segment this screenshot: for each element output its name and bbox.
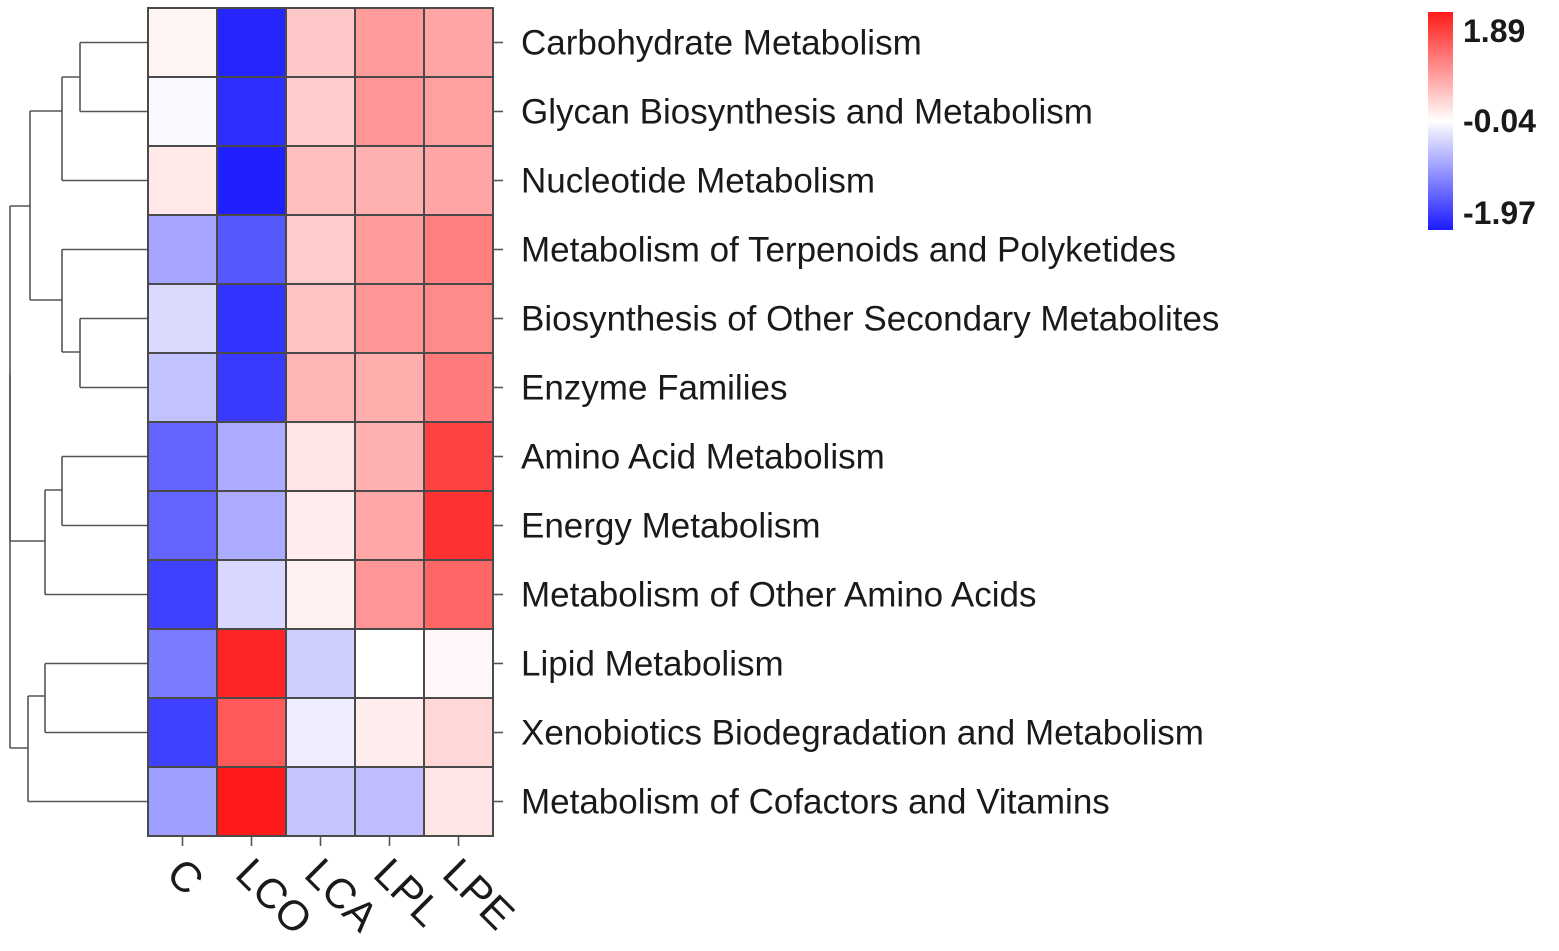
color-scale-legend: 1.89 -0.04 -1.97	[1428, 12, 1536, 231]
row-label: Glycan Biosynthesis and Metabolism	[521, 93, 1093, 132]
heatmap-cell	[285, 697, 356, 768]
heatmap-cell	[147, 628, 218, 699]
heatmap-cell	[147, 697, 218, 768]
column-label: LPL	[365, 849, 451, 935]
heatmap-cell	[354, 352, 425, 423]
heatmap-cell	[423, 766, 494, 837]
heatmap-cell	[354, 697, 425, 768]
heatmap-cell	[147, 490, 218, 561]
heatmap-cell	[354, 214, 425, 285]
heatmap-cell	[216, 766, 287, 837]
heatmap-cell	[285, 145, 356, 216]
heatmap-cell	[354, 283, 425, 354]
heatmap-cell	[216, 283, 287, 354]
heatmap-cell	[354, 766, 425, 837]
heatmap-cell	[354, 628, 425, 699]
heatmap-cell	[423, 421, 494, 492]
row-label: Carbohydrate Metabolism	[521, 24, 922, 63]
column-label: LCA	[296, 849, 387, 940]
heatmap-cell	[285, 283, 356, 354]
heatmap-cell	[354, 421, 425, 492]
heatmap-cell	[354, 490, 425, 561]
heatmap-cell	[354, 76, 425, 147]
row-label: Metabolism of Other Amino Acids	[521, 576, 1037, 615]
row-label: Xenobiotics Biodegradation and Metabolis…	[521, 714, 1204, 753]
heatmap-cell	[216, 7, 287, 78]
row-label: Nucleotide Metabolism	[521, 162, 875, 201]
heatmap-cell	[216, 421, 287, 492]
row-label: Lipid Metabolism	[521, 645, 784, 684]
heatmap-cell	[147, 421, 218, 492]
heatmap-cell	[423, 559, 494, 630]
heatmap-cell	[147, 76, 218, 147]
heatmap-cell	[216, 76, 287, 147]
heatmap-cell	[423, 697, 494, 768]
heatmap-cell	[285, 490, 356, 561]
heatmap-cell	[285, 766, 356, 837]
row-labels: Carbohydrate Metabolism Glycan Biosynthes…	[521, 24, 1219, 822]
row-label: Amino Acid Metabolism	[521, 438, 885, 477]
column-label: LCO	[227, 849, 321, 943]
heatmap-cell	[285, 7, 356, 78]
row-dendrogram	[9, 41, 148, 803]
column-label: C	[158, 849, 213, 904]
heatmap-cell	[147, 145, 218, 216]
column-label: LPE	[434, 849, 523, 938]
heatmap-cell	[423, 7, 494, 78]
heatmap-cell	[216, 145, 287, 216]
heatmap-cell	[423, 490, 494, 561]
heatmap-cell	[147, 352, 218, 423]
heatmap-cell	[354, 559, 425, 630]
heatmap-cell	[285, 421, 356, 492]
heatmap-cell	[216, 352, 287, 423]
heatmap-cell	[285, 214, 356, 285]
row-label: Metabolism of Cofactors and Vitamins	[521, 783, 1110, 822]
heatmap-cell	[147, 766, 218, 837]
heatmap-cell	[216, 490, 287, 561]
scale-label-min: -1.97	[1463, 195, 1536, 231]
heatmap-cell	[285, 628, 356, 699]
row-label: Energy Metabolism	[521, 507, 821, 546]
heatmap-cell	[423, 628, 494, 699]
heatmap-cell	[216, 559, 287, 630]
color-scale-bar	[1428, 12, 1453, 230]
row-label: Biosynthesis of Other Secondary Metaboli…	[521, 300, 1219, 339]
heatmap-cell	[423, 145, 494, 216]
heatmap-cell	[354, 145, 425, 216]
scale-label-max: 1.89	[1463, 13, 1525, 49]
scale-label-mid: -0.04	[1463, 103, 1536, 139]
heatmap-cell	[216, 628, 287, 699]
heatmap-cell	[423, 283, 494, 354]
heatmap-cell	[147, 214, 218, 285]
heatmap-cell	[285, 76, 356, 147]
heatmap-cell	[423, 214, 494, 285]
heatmap-cell	[216, 214, 287, 285]
heatmap-cells	[147, 7, 494, 837]
heatmap-cell	[354, 7, 425, 78]
heatmap-cell	[147, 283, 218, 354]
heatmap-cell	[285, 559, 356, 630]
heatmap-cell	[423, 76, 494, 147]
heatmap-cell	[285, 352, 356, 423]
row-label: Metabolism of Terpenoids and Polyketides	[521, 231, 1176, 270]
heatmap-cell	[147, 559, 218, 630]
heatmap-cell	[216, 697, 287, 768]
heatmap-cell	[147, 7, 218, 78]
axis-ticks	[181, 41, 503, 846]
row-label: Enzyme Families	[521, 369, 787, 408]
heatmap-cell	[423, 352, 494, 423]
